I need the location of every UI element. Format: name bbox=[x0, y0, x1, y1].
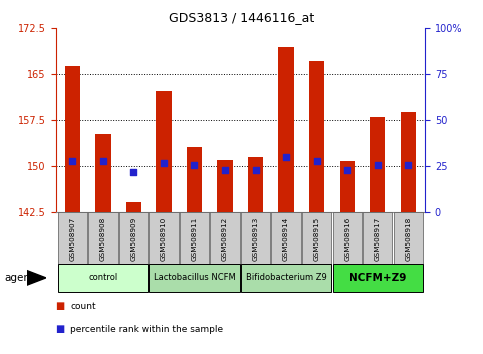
Bar bbox=[180, 212, 209, 264]
Bar bbox=[57, 212, 87, 264]
Point bbox=[191, 162, 199, 167]
Bar bbox=[248, 157, 263, 212]
Point bbox=[129, 169, 137, 175]
Text: NCFM+Z9: NCFM+Z9 bbox=[349, 273, 406, 283]
Bar bbox=[57, 264, 148, 292]
Text: GSM508907: GSM508907 bbox=[70, 217, 75, 261]
Bar bbox=[271, 212, 301, 264]
Bar bbox=[332, 264, 423, 292]
Bar bbox=[65, 66, 80, 212]
Bar bbox=[394, 212, 423, 264]
Text: GSM508914: GSM508914 bbox=[283, 217, 289, 261]
Bar bbox=[88, 212, 117, 264]
Point bbox=[252, 167, 259, 173]
Text: GSM508908: GSM508908 bbox=[100, 217, 106, 261]
Bar bbox=[279, 47, 294, 212]
Bar bbox=[370, 117, 385, 212]
Bar bbox=[95, 135, 111, 212]
Text: GSM508912: GSM508912 bbox=[222, 217, 228, 261]
Text: ■: ■ bbox=[56, 301, 65, 311]
Bar bbox=[156, 91, 171, 212]
Text: GSM508918: GSM508918 bbox=[405, 217, 411, 261]
Point bbox=[99, 158, 107, 164]
Bar bbox=[400, 112, 416, 212]
Bar bbox=[241, 212, 270, 264]
Text: count: count bbox=[70, 302, 96, 311]
Point bbox=[221, 167, 229, 173]
Bar bbox=[149, 212, 179, 264]
Text: control: control bbox=[88, 273, 117, 282]
Text: GSM508913: GSM508913 bbox=[253, 217, 258, 261]
Bar bbox=[332, 212, 362, 264]
Point bbox=[343, 167, 351, 173]
Bar bbox=[340, 161, 355, 212]
Text: GSM508915: GSM508915 bbox=[313, 217, 320, 261]
Bar bbox=[241, 264, 331, 292]
Text: GSM508911: GSM508911 bbox=[191, 217, 198, 261]
Bar bbox=[302, 212, 331, 264]
Text: GSM508910: GSM508910 bbox=[161, 217, 167, 261]
Polygon shape bbox=[27, 270, 46, 285]
Bar bbox=[363, 212, 392, 264]
Bar bbox=[149, 264, 240, 292]
Point bbox=[374, 162, 382, 167]
Point bbox=[313, 158, 321, 164]
Text: agent: agent bbox=[5, 273, 35, 283]
Text: Lactobacillus NCFM: Lactobacillus NCFM bbox=[154, 273, 235, 282]
Text: percentile rank within the sample: percentile rank within the sample bbox=[70, 325, 223, 334]
Point bbox=[69, 158, 76, 164]
Bar bbox=[211, 212, 240, 264]
Bar bbox=[119, 212, 148, 264]
Bar bbox=[217, 160, 233, 212]
Point bbox=[404, 162, 412, 167]
Text: GSM508909: GSM508909 bbox=[130, 217, 136, 261]
Text: GSM508916: GSM508916 bbox=[344, 217, 350, 261]
Text: GDS3813 / 1446116_at: GDS3813 / 1446116_at bbox=[169, 11, 314, 24]
Point bbox=[160, 160, 168, 166]
Bar bbox=[187, 147, 202, 212]
Point bbox=[282, 154, 290, 160]
Text: Bifidobacterium Z9: Bifidobacterium Z9 bbox=[246, 273, 327, 282]
Bar bbox=[309, 61, 324, 212]
Text: ■: ■ bbox=[56, 324, 65, 334]
Text: GSM508917: GSM508917 bbox=[375, 217, 381, 261]
Bar bbox=[126, 202, 141, 212]
